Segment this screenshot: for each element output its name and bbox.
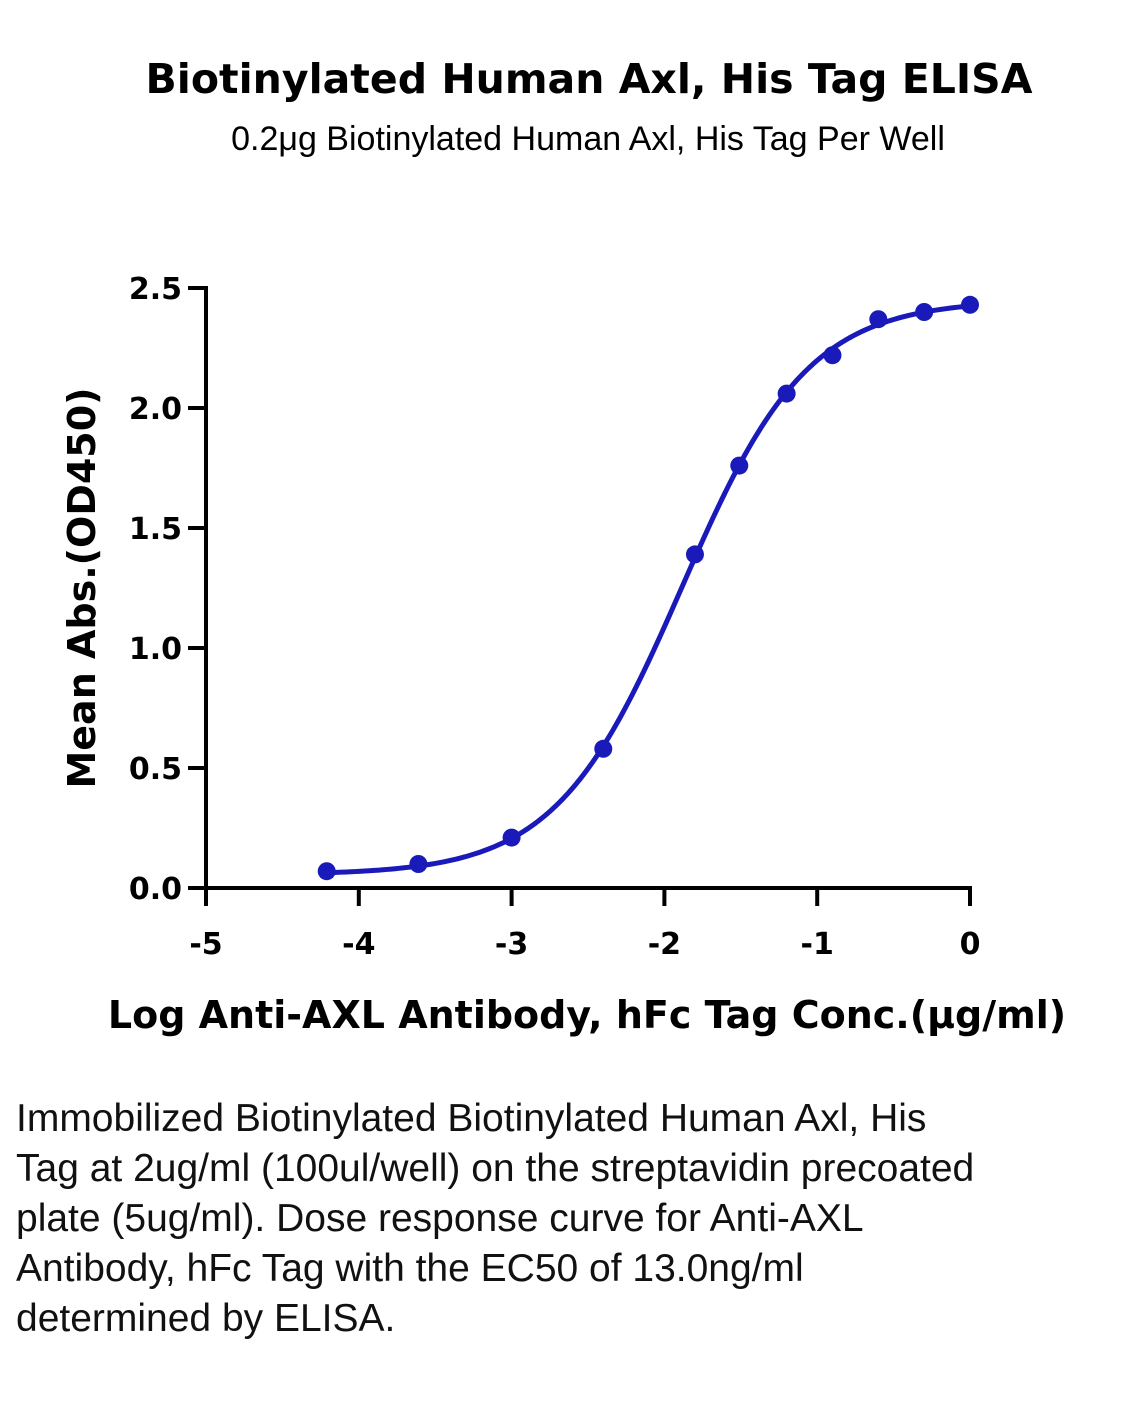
axes (188, 286, 972, 906)
y-tick-label: 2.5 (129, 272, 182, 307)
data-point (730, 456, 749, 475)
x-tick-labels: -5 -4 -3 -2 -1 0 (189, 927, 980, 962)
data-point (502, 828, 521, 847)
y-tick-labels: 0.0 0.5 1.0 1.5 2.0 2.5 (129, 272, 182, 907)
y-tick-label: 1.5 (129, 512, 182, 547)
data-point (869, 310, 888, 329)
x-tick-label: 0 (960, 927, 981, 962)
elisa-chart: Biotinylated Human Axl, His Tag ELISA 0.… (60, 55, 1066, 1037)
x-axis-title: Log Anti-AXL Antibody, hFc Tag Conc.(μg/… (108, 993, 1066, 1037)
data-point (823, 346, 842, 365)
fit-curve (324, 303, 973, 876)
y-tick-label: 0.5 (129, 752, 182, 787)
data-point (961, 295, 979, 314)
y-tick-label: 1.0 (129, 632, 182, 667)
x-tick-label: -1 (801, 927, 834, 962)
chart-subtitle: 0.2μg Biotinylated Human Axl, His Tag Pe… (231, 120, 945, 158)
data-point (777, 384, 796, 403)
y-axis-title: Mean Abs.(OD450) (60, 387, 104, 788)
data-points (317, 295, 979, 881)
x-tick-label: -3 (495, 927, 528, 962)
x-tick-label: -2 (648, 927, 681, 962)
data-point (594, 739, 613, 758)
data-point (409, 855, 428, 873)
data-point (685, 545, 704, 564)
y-tick-label: 0.0 (129, 872, 182, 907)
data-point (915, 303, 934, 321)
data-point (317, 862, 336, 881)
x-tick-label: -4 (342, 927, 375, 962)
caption: Immobilized Biotinylated Biotinylated Hu… (16, 1097, 975, 1340)
y-tick-label: 2.0 (129, 392, 182, 427)
chart-title: Biotinylated Human Axl, His Tag ELISA (146, 55, 1033, 103)
x-tick-label: -5 (189, 927, 222, 962)
